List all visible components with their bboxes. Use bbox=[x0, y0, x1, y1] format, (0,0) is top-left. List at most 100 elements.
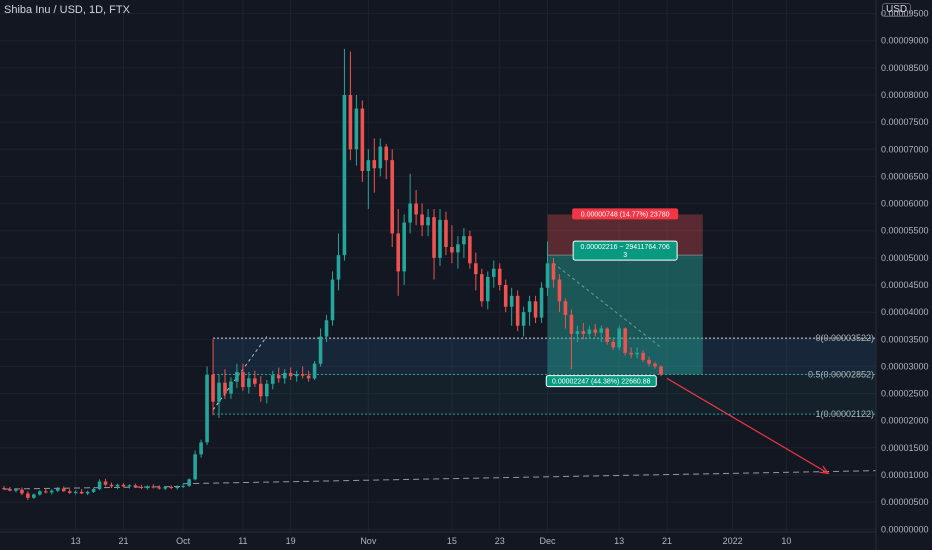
candle-up bbox=[270, 375, 275, 384]
candle-up bbox=[294, 374, 299, 377]
price-tick-label: 0.00006000 bbox=[881, 199, 929, 209]
candle-up bbox=[205, 374, 209, 443]
candle-down bbox=[647, 359, 651, 364]
candle-down bbox=[276, 375, 281, 379]
candle-down bbox=[420, 214, 424, 226]
candle-up bbox=[342, 95, 347, 256]
candle-up bbox=[575, 331, 580, 334]
candle-up bbox=[199, 442, 203, 455]
candle-down bbox=[653, 363, 657, 367]
stop-label-box bbox=[572, 208, 679, 220]
price-tick-label: 0.00008000 bbox=[881, 90, 929, 100]
fib-level-label: 0(0.00003522) bbox=[815, 333, 874, 343]
candle-down bbox=[551, 263, 556, 280]
candle-up bbox=[318, 336, 323, 364]
candle-down bbox=[641, 352, 645, 360]
fib-zone-lower bbox=[213, 374, 877, 415]
candle-up bbox=[217, 382, 221, 402]
time-tick-label: Nov bbox=[360, 536, 377, 546]
time-tick-label: Dec bbox=[539, 536, 556, 546]
candle-down bbox=[563, 301, 568, 315]
candle-down bbox=[444, 219, 448, 247]
stop-label: 0.00000748 (14.77%) 23780 bbox=[581, 211, 670, 218]
candle-down bbox=[133, 485, 138, 487]
candle-up bbox=[354, 108, 359, 150]
time-tick-label: 15 bbox=[447, 536, 457, 546]
candle-down bbox=[468, 236, 472, 264]
trend-lines bbox=[3, 262, 877, 490]
candle-up bbox=[181, 485, 185, 487]
candle-down bbox=[557, 279, 562, 302]
candle-up bbox=[175, 486, 179, 489]
time-tick-label: 2022 bbox=[723, 536, 743, 546]
candle-down bbox=[611, 342, 615, 348]
candle-down bbox=[103, 481, 108, 485]
candle-down bbox=[139, 486, 144, 489]
candle-down bbox=[241, 371, 245, 388]
candle-up bbox=[509, 295, 514, 307]
price-tick-label: 0.00005000 bbox=[881, 253, 929, 263]
candle-up bbox=[324, 320, 329, 337]
fib-zone-upper bbox=[213, 338, 877, 375]
candle-up bbox=[330, 279, 335, 321]
price-tick-label: 0.00003500 bbox=[881, 334, 929, 344]
candle-up bbox=[462, 236, 466, 245]
candle-down bbox=[629, 352, 633, 355]
candle-down bbox=[348, 95, 353, 150]
candle-up bbox=[55, 488, 60, 491]
take-profit-zone bbox=[547, 255, 703, 375]
candle-down bbox=[384, 146, 389, 161]
candle-down bbox=[300, 374, 305, 376]
candle-down bbox=[288, 372, 293, 377]
price-tick-label: 0.00004000 bbox=[881, 307, 929, 317]
price-axis[interactable]: 0.00009500 0.00009000 0.00008500 0.00008000… bbox=[875, 0, 929, 550]
candle-down bbox=[659, 366, 663, 375]
currency-badge[interactable]: USD bbox=[882, 3, 912, 17]
candle-down bbox=[169, 486, 174, 489]
price-tick-label: 0.00004500 bbox=[881, 280, 929, 290]
candle-up bbox=[402, 222, 406, 272]
candle-down bbox=[396, 233, 400, 272]
candle-down bbox=[61, 488, 66, 492]
time-axis[interactable]: 13 21 Oct 11 19 Nov 15 23 Dec 13 21 2022 10 bbox=[0, 531, 876, 546]
price-tick-label: 0.00001000 bbox=[881, 470, 929, 480]
projection-arrow[interactable] bbox=[666, 377, 830, 475]
symbol-title[interactable]: Shiba Inu / USD, 1D, FTX bbox=[4, 4, 130, 16]
short-position-tool[interactable]: 0.00000748 (14.77%) 23780 0.00002216 ~ 29… bbox=[545, 208, 703, 388]
candle-down bbox=[360, 108, 365, 171]
price-tick-label: 0.00001500 bbox=[881, 443, 929, 453]
candle-up bbox=[127, 485, 132, 487]
candle-down bbox=[623, 328, 627, 353]
candle-up bbox=[336, 255, 341, 280]
grid-lines bbox=[0, 0, 876, 532]
candle-down bbox=[569, 314, 574, 334]
entry-label-line2: 3 bbox=[623, 252, 627, 259]
candle-down bbox=[414, 203, 418, 215]
candle-up bbox=[378, 146, 383, 169]
candle-up bbox=[282, 372, 287, 379]
candle-down bbox=[26, 493, 30, 498]
fib-retracement[interactable]: 0(0.00003522) 0.5(0.00002852) 1(0.00002122… bbox=[213, 333, 877, 419]
candle-down bbox=[20, 489, 24, 494]
candle-up bbox=[539, 287, 544, 318]
time-tick-label: 10 bbox=[781, 536, 791, 546]
candle-up bbox=[247, 378, 251, 388]
candle-down bbox=[259, 383, 263, 397]
candle-up bbox=[438, 219, 442, 258]
candle-up bbox=[91, 489, 96, 492]
candle-down bbox=[121, 484, 126, 487]
price-tick-label: 0.00000500 bbox=[881, 497, 929, 507]
candle-up bbox=[163, 486, 168, 489]
candle-up bbox=[617, 328, 621, 348]
candle-up bbox=[187, 479, 191, 486]
candle-down bbox=[67, 491, 72, 493]
fib-level-label: 1(0.00002122) bbox=[815, 409, 874, 419]
price-tick-label: 0.00009000 bbox=[881, 36, 929, 46]
candle-up bbox=[229, 381, 233, 394]
candle-down bbox=[581, 331, 586, 334]
price-tick-label: 0.00002500 bbox=[881, 389, 929, 399]
candle-down bbox=[533, 301, 538, 318]
candle-down bbox=[593, 329, 598, 333]
projection-arrow-head bbox=[819, 465, 830, 475]
